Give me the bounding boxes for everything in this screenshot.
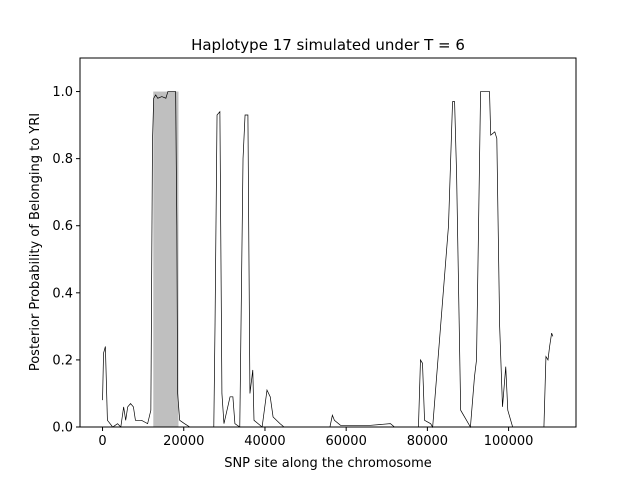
y-tick-label: 0.6 — [52, 219, 73, 234]
y-tick-label: 0.0 — [52, 421, 73, 436]
y-tick-label: 1.0 — [52, 85, 73, 100]
x-tick-label: 40000 — [244, 434, 285, 449]
highlight-region — [153, 91, 179, 427]
y-tick-label: 0.8 — [52, 152, 73, 167]
x-axis-label: SNP site along the chromosome — [224, 456, 432, 471]
y-tick-label: 0.2 — [52, 353, 73, 368]
y-axis-label: Posterior Probability of Belonging to YR… — [28, 113, 43, 371]
y-tick-label: 0.4 — [52, 286, 73, 301]
data-line — [102, 91, 554, 429]
x-tick-label: 20000 — [163, 434, 204, 449]
plot-frame — [79, 57, 577, 428]
x-tick-label: 100000 — [484, 434, 534, 449]
x-tick-label: 0 — [98, 434, 106, 449]
x-tick-label: 60000 — [325, 434, 366, 449]
x-tick-label: 80000 — [407, 434, 448, 449]
chart-title: Haplotype 17 simulated under T = 6 — [191, 36, 465, 54]
